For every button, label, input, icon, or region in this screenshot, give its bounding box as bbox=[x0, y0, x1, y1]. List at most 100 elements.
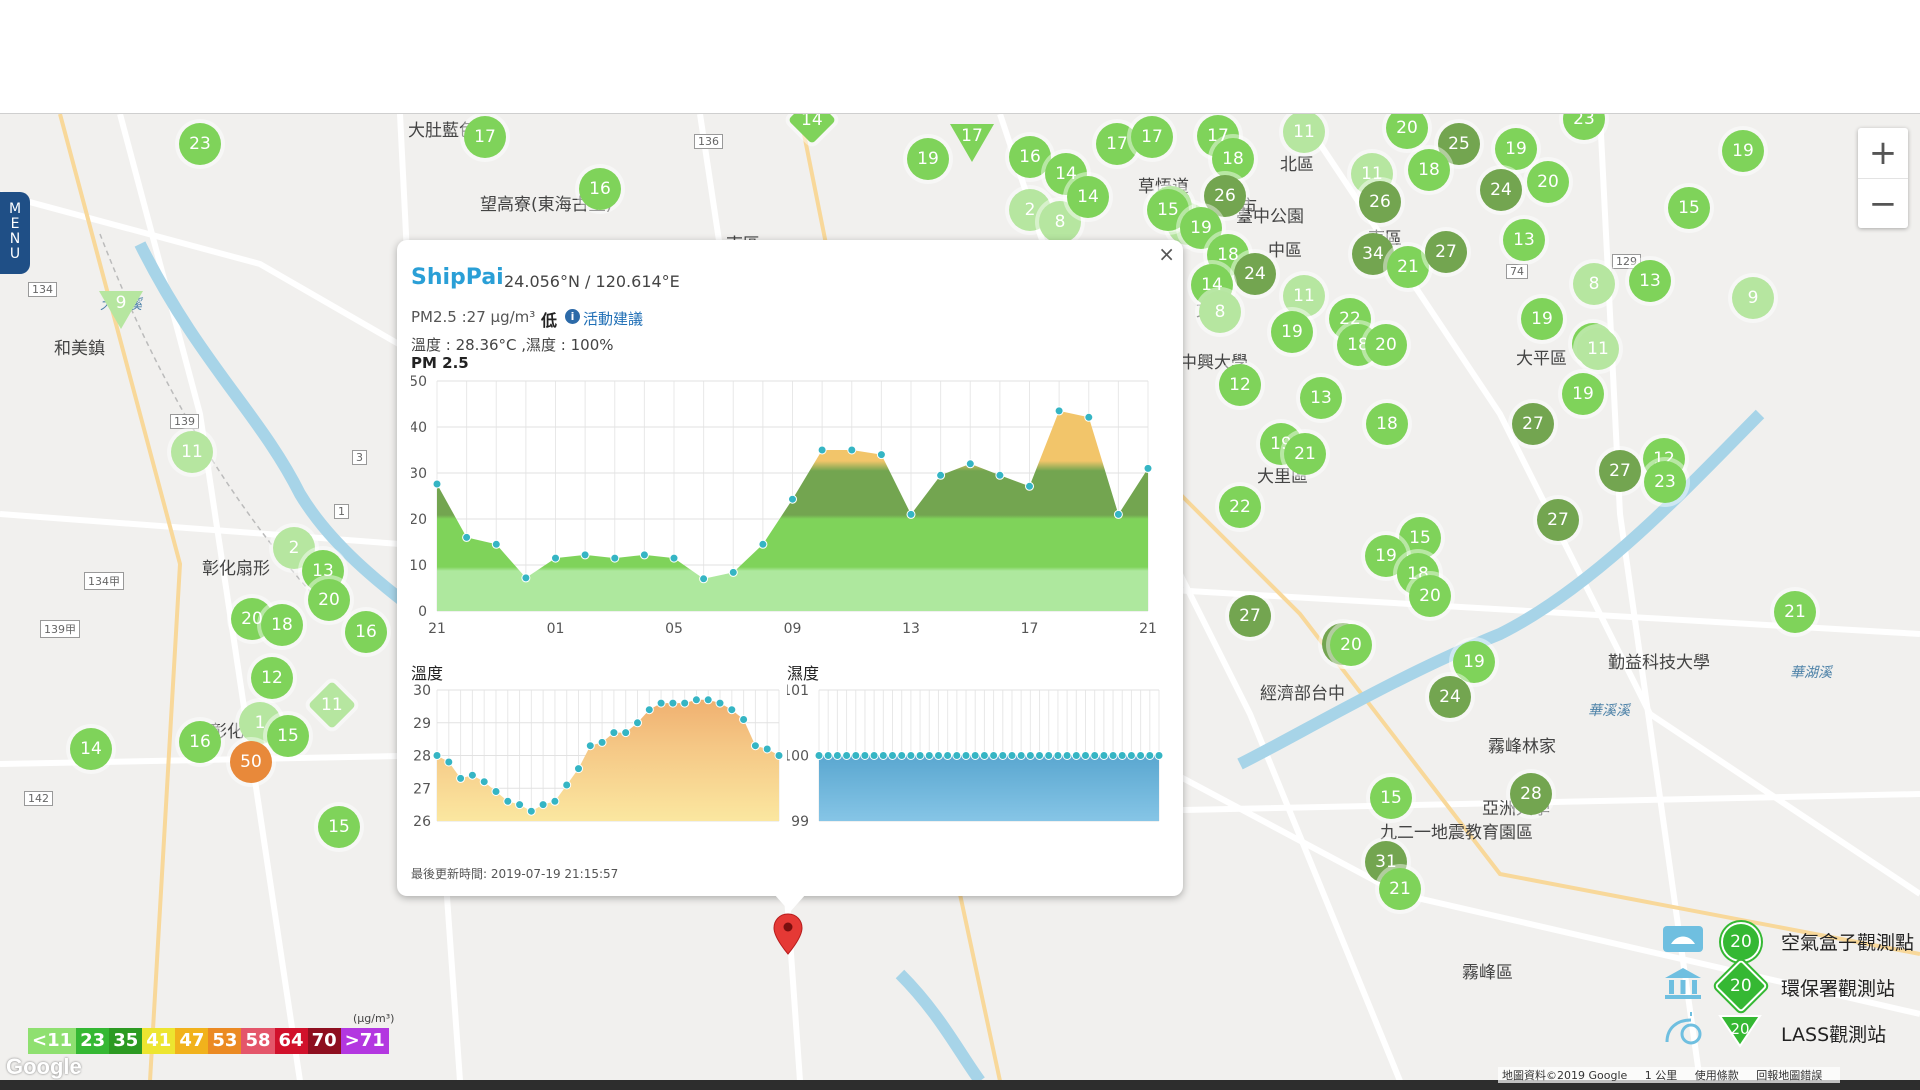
station-marker[interactable]: 12 bbox=[1219, 364, 1261, 406]
station-marker[interactable]: 19 bbox=[1521, 298, 1563, 340]
station-marker[interactable]: 17 bbox=[464, 116, 506, 158]
station-marker[interactable]: 16 bbox=[345, 611, 387, 653]
station-marker[interactable]: 24 bbox=[1234, 253, 1276, 295]
data-point bbox=[1016, 751, 1026, 760]
station-marker[interactable]: 9 bbox=[1732, 277, 1774, 319]
station-marker[interactable]: 18 bbox=[261, 604, 303, 646]
selected-location-pin-icon[interactable] bbox=[773, 912, 803, 956]
map-place-label: 九二一地震教育園區 bbox=[1380, 823, 1533, 843]
data-point bbox=[915, 751, 925, 760]
scale-swatch: <11 bbox=[28, 1028, 77, 1054]
close-popup-button[interactable]: × bbox=[1158, 242, 1175, 266]
station-marker[interactable]: 28 bbox=[1510, 773, 1552, 815]
zoom-in-button[interactable]: + bbox=[1868, 133, 1898, 173]
station-marker[interactable]: 21 bbox=[1284, 433, 1326, 475]
station-marker[interactable]: 15 bbox=[267, 715, 309, 757]
station-marker[interactable]: 16 bbox=[1009, 136, 1051, 178]
station-marker[interactable]: 24 bbox=[1480, 169, 1522, 211]
data-point bbox=[669, 553, 679, 563]
station-marker[interactable]: 15 bbox=[1668, 187, 1710, 229]
station-marker[interactable]: 17 bbox=[950, 124, 994, 162]
station-marker[interactable]: 19 bbox=[1271, 311, 1313, 353]
station-value: 2 bbox=[1024, 200, 1036, 220]
data-point bbox=[897, 751, 907, 760]
station-marker[interactable]: 20 bbox=[1527, 161, 1569, 203]
station-marker[interactable]: 15 bbox=[318, 806, 360, 848]
station-marker[interactable]: 50 bbox=[230, 741, 272, 783]
station-marker[interactable]: 23 bbox=[179, 123, 221, 165]
station-marker[interactable]: 11 bbox=[1283, 114, 1325, 153]
station-marker[interactable]: 14 bbox=[1067, 176, 1109, 218]
station-marker[interactable]: 15 bbox=[1370, 777, 1412, 819]
station-marker[interactable]: 8 bbox=[1573, 263, 1615, 305]
station-marker[interactable]: 27 bbox=[1512, 403, 1554, 445]
station-marker[interactable]: 11 bbox=[1351, 153, 1393, 195]
station-marker[interactable]: 27 bbox=[1537, 499, 1579, 541]
station-marker[interactable]: 23 bbox=[1644, 461, 1686, 503]
data-point bbox=[521, 573, 531, 583]
activity-advice-link[interactable]: 活動建議 bbox=[583, 310, 644, 328]
station-marker[interactable]: 21 bbox=[1379, 868, 1421, 910]
station-marker[interactable]: 13 bbox=[1300, 377, 1342, 419]
station-marker[interactable]: 20 bbox=[1386, 114, 1428, 149]
data-point bbox=[961, 751, 971, 760]
station-marker[interactable]: 9 bbox=[99, 291, 143, 329]
data-point bbox=[1071, 751, 1081, 760]
menu-letter[interactable]: N bbox=[9, 231, 21, 247]
station-marker[interactable]: 19 bbox=[1495, 128, 1537, 170]
station-marker[interactable]: 34 bbox=[1352, 233, 1394, 275]
menu-letter[interactable]: U bbox=[9, 246, 21, 262]
station-marker[interactable]: 19 bbox=[907, 138, 949, 180]
station-marker[interactable]: 13 bbox=[1629, 260, 1671, 302]
google-logo[interactable]: Google bbox=[6, 1054, 82, 1079]
x-tick-label: 21 bbox=[428, 621, 446, 637]
station-marker[interactable]: 24 bbox=[1429, 676, 1471, 718]
station-marker[interactable]: 17 bbox=[1131, 116, 1173, 158]
station-value: 20 bbox=[1537, 172, 1559, 192]
station-marker[interactable]: 13 bbox=[1503, 219, 1545, 261]
data-point bbox=[610, 553, 620, 563]
station-marker[interactable]: 16 bbox=[579, 168, 621, 210]
y-tick-label: 0 bbox=[418, 604, 427, 620]
station-marker[interactable]: 22 bbox=[1219, 486, 1261, 528]
menu-letter[interactable]: M bbox=[8, 201, 22, 217]
station-marker[interactable]: 11 bbox=[1283, 275, 1325, 317]
data-point bbox=[1145, 751, 1155, 760]
data-point bbox=[817, 445, 827, 455]
road-number-label: 136 bbox=[694, 134, 723, 149]
station-marker[interactable]: 11 bbox=[171, 431, 213, 473]
station-marker[interactable]: 12 bbox=[251, 657, 293, 699]
station-marker[interactable]: 17 bbox=[1096, 123, 1138, 165]
station-marker[interactable]: 27 bbox=[1229, 595, 1271, 637]
station-marker[interactable]: 18 bbox=[1408, 149, 1450, 191]
station-marker[interactable]: 20 bbox=[1365, 324, 1407, 366]
station-marker[interactable]: 19 bbox=[1180, 207, 1222, 249]
menu-letter[interactable]: E bbox=[10, 216, 20, 232]
y-tick-label: 20 bbox=[411, 512, 427, 528]
station-marker[interactable]: 18 bbox=[1212, 138, 1254, 180]
station-marker[interactable]: 14 bbox=[70, 728, 112, 770]
station-marker[interactable]: 26 bbox=[1359, 181, 1401, 223]
station-marker[interactable]: 19 bbox=[1562, 373, 1604, 415]
station-marker[interactable]: 21 bbox=[1387, 246, 1429, 288]
station-marker[interactable]: 8 bbox=[1199, 291, 1241, 333]
station-marker[interactable]: 20 bbox=[1409, 575, 1451, 617]
station-marker[interactable]: 27 bbox=[1425, 231, 1467, 273]
station-marker[interactable]: 19 bbox=[1722, 130, 1764, 172]
station-marker[interactable]: 18 bbox=[1366, 403, 1408, 445]
info-icon[interactable]: i bbox=[565, 309, 580, 324]
station-marker[interactable]: 20 bbox=[1330, 624, 1372, 666]
station-marker[interactable]: 19 bbox=[1453, 641, 1495, 683]
station-marker[interactable]: 21 bbox=[1774, 591, 1816, 633]
data-point bbox=[562, 780, 572, 790]
station-marker[interactable]: 27 bbox=[1599, 450, 1641, 492]
terms-link[interactable]: 使用條款 bbox=[1694, 1069, 1739, 1082]
y-tick-label: 27 bbox=[413, 781, 431, 797]
report-error-link[interactable]: 回報地圖錯誤 bbox=[1756, 1069, 1823, 1082]
station-marker[interactable]: 16 bbox=[179, 721, 221, 763]
station-marker[interactable]: 20 bbox=[308, 579, 350, 621]
data-point bbox=[1053, 751, 1063, 760]
station-marker[interactable]: 11 bbox=[1577, 328, 1619, 370]
zoom-out-button[interactable]: − bbox=[1858, 178, 1908, 229]
